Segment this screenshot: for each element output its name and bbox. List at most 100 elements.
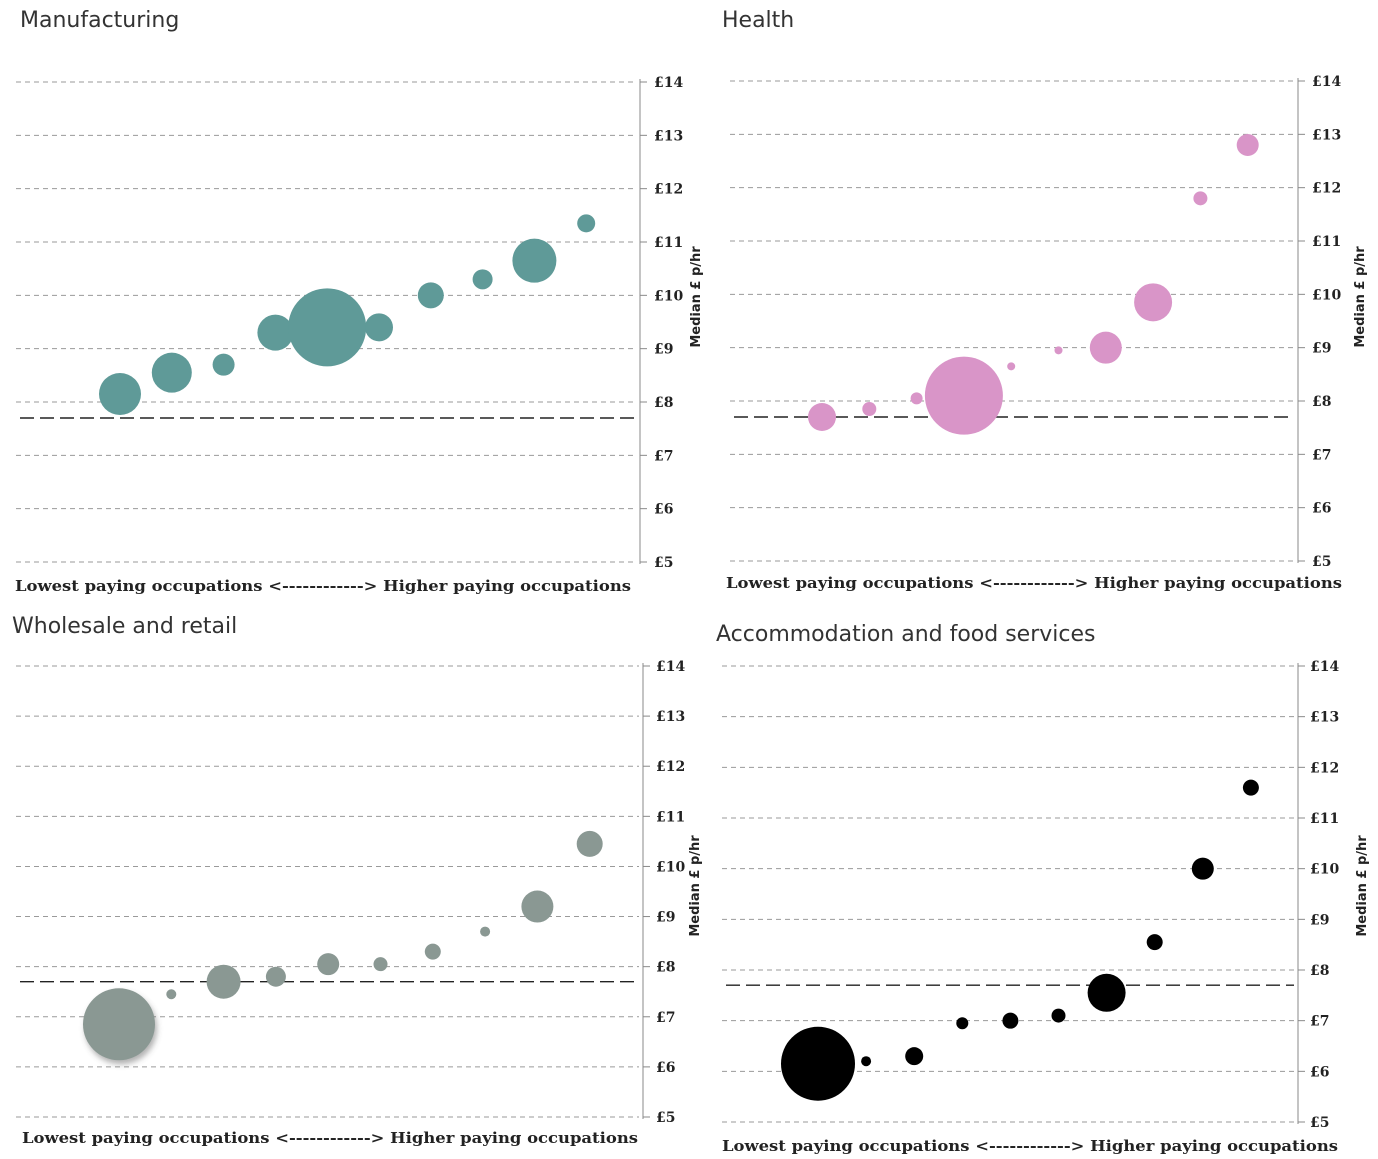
y-tick-label: £6 [654,502,673,518]
data-bubble [1089,331,1122,364]
x-axis-label: Lowest paying occupations <------------>… [22,1129,638,1147]
x-axis-label: Lowest paying occupations <------------>… [726,574,1342,592]
y-tick-label: £10 [656,859,685,875]
data-bubble [265,966,286,987]
y-tick-label: £10 [1310,862,1339,878]
y-tick-label: £7 [1310,1014,1329,1030]
data-bubble [83,988,155,1061]
data-bubble [424,943,441,960]
data-bubble [1087,973,1126,1012]
chart-svg: £5 £6 £7 £8 £9 £10 £11 £12 £13 £14 Median £ p/hr Lo… [726,74,1368,592]
chart-panel-wholesale-retail: Wholesale and retail £5 £6 £7 £8 £9 £10 £11 £12… [0,600,703,1159]
data-bubble [862,402,877,416]
chart-panel-accommodation-food: Accommodation and food services £5 £6 £7 £8… [700,600,1378,1159]
y-axis-label: Median £ p/hr [689,246,704,348]
y-tick-label: £10 [654,288,683,304]
y-tick-label: £12 [654,182,683,198]
chart-title: Accommodation and food services [716,622,1096,647]
data-bubble [206,964,241,999]
y-axis-label: Median £ p/hr [688,835,703,937]
data-bubble [99,373,141,415]
chart-panel-health: Health £5 £6 £7 £8 £9 £10 £11 £12 £13 £14 Median £… [700,0,1378,600]
y-tick-label: £12 [1312,181,1341,197]
data-bubble [1051,1008,1066,1023]
y-tick-label: £6 [1312,501,1331,517]
data-bubble [212,353,235,376]
data-bubble [577,214,596,233]
data-bubble [781,1026,855,1101]
y-tick-label: £8 [1312,394,1331,410]
y-tick-label: £10 [1312,287,1341,303]
y-tick-label: £12 [656,759,685,775]
data-bubble [861,1056,872,1067]
y-tick-label: £11 [1310,811,1339,827]
y-axis-label: Median £ p/hr [1353,246,1368,348]
y-tick-label: £9 [1310,912,1329,928]
data-bubble [1193,191,1208,206]
y-tick-label: £7 [656,1010,675,1026]
y-tick-label: £6 [656,1060,675,1076]
data-bubble [1054,346,1063,355]
data-bubble [905,1047,924,1066]
y-tick-label: £13 [654,128,683,144]
data-bubble [1146,934,1163,951]
chart-title: Health [722,8,795,33]
x-axis-label: Lowest paying occupations <------------>… [722,1137,1338,1155]
data-bubble [924,356,1003,435]
data-bubble [1236,134,1259,156]
y-tick-label: £11 [656,809,685,825]
data-bubble [1134,283,1173,322]
data-bubble [417,282,444,309]
data-bubble [576,830,603,857]
data-bubble [910,392,923,405]
y-axis-label: Median £ p/hr [1355,835,1370,937]
y-tick-label: £14 [656,659,685,675]
data-bubble [521,890,554,923]
y-tick-label: £8 [656,960,675,976]
y-tick-label: £13 [656,709,685,725]
y-tick-label: £9 [654,342,673,358]
y-tick-label: £9 [1312,341,1331,357]
y-tick-label: £12 [1310,760,1339,776]
y-tick-label: £14 [654,75,683,91]
data-bubble [373,957,388,972]
y-tick-label: £8 [1310,963,1329,979]
y-tick-label: £11 [654,235,683,251]
y-tick-label: £13 [1310,710,1339,726]
data-bubble [956,1017,969,1030]
y-tick-label: £11 [1312,234,1341,250]
data-bubble [1007,362,1016,371]
data-bubble [288,288,367,367]
chart-svg: £5 £6 £7 £8 £9 £10 £11 £12 £13 £14 Median £ p/hr Lo… [722,659,1370,1155]
x-axis-label: Lowest paying occupations <------------>… [15,577,631,595]
data-bubble [1242,779,1259,796]
y-tick-label: £9 [656,910,675,926]
data-bubble [317,953,340,976]
y-tick-label: £13 [1312,127,1341,143]
y-tick-label: £14 [1310,659,1339,675]
data-bubble [257,314,294,351]
data-bubble [480,926,491,937]
data-bubble [365,313,393,342]
data-bubble [1002,1012,1019,1029]
y-tick-label: £5 [656,1110,675,1126]
data-bubble [472,269,493,290]
data-bubble [1191,857,1214,880]
data-bubble [166,989,177,1000]
chart-svg: £5 £6 £7 £8 £9 £10 £11 £12 £13 £14 Median £ p/hr Lo… [15,75,704,595]
y-tick-label: £6 [1310,1064,1329,1080]
y-tick-label: £7 [1312,447,1331,463]
chart-panel-manufacturing: Manufacturing £5 £6 £7 £8 £9 £10 £11 £12 £13 £14 M… [0,0,704,600]
y-tick-label: £5 [1310,1115,1329,1131]
data-bubble [808,403,836,431]
chart-svg: £5 £6 £7 £8 £9 £10 £11 £12 £13 £14 Median £ p/hr Lo… [16,659,703,1147]
chart-title: Wholesale and retail [12,614,238,639]
y-tick-label: £5 [654,555,673,571]
y-tick-label: £8 [654,395,673,411]
y-tick-label: £7 [654,448,673,464]
chart-title: Manufacturing [20,8,180,33]
data-bubble [151,352,192,393]
y-tick-label: £5 [1312,554,1331,570]
y-tick-label: £14 [1312,74,1341,90]
data-bubble [512,238,557,283]
